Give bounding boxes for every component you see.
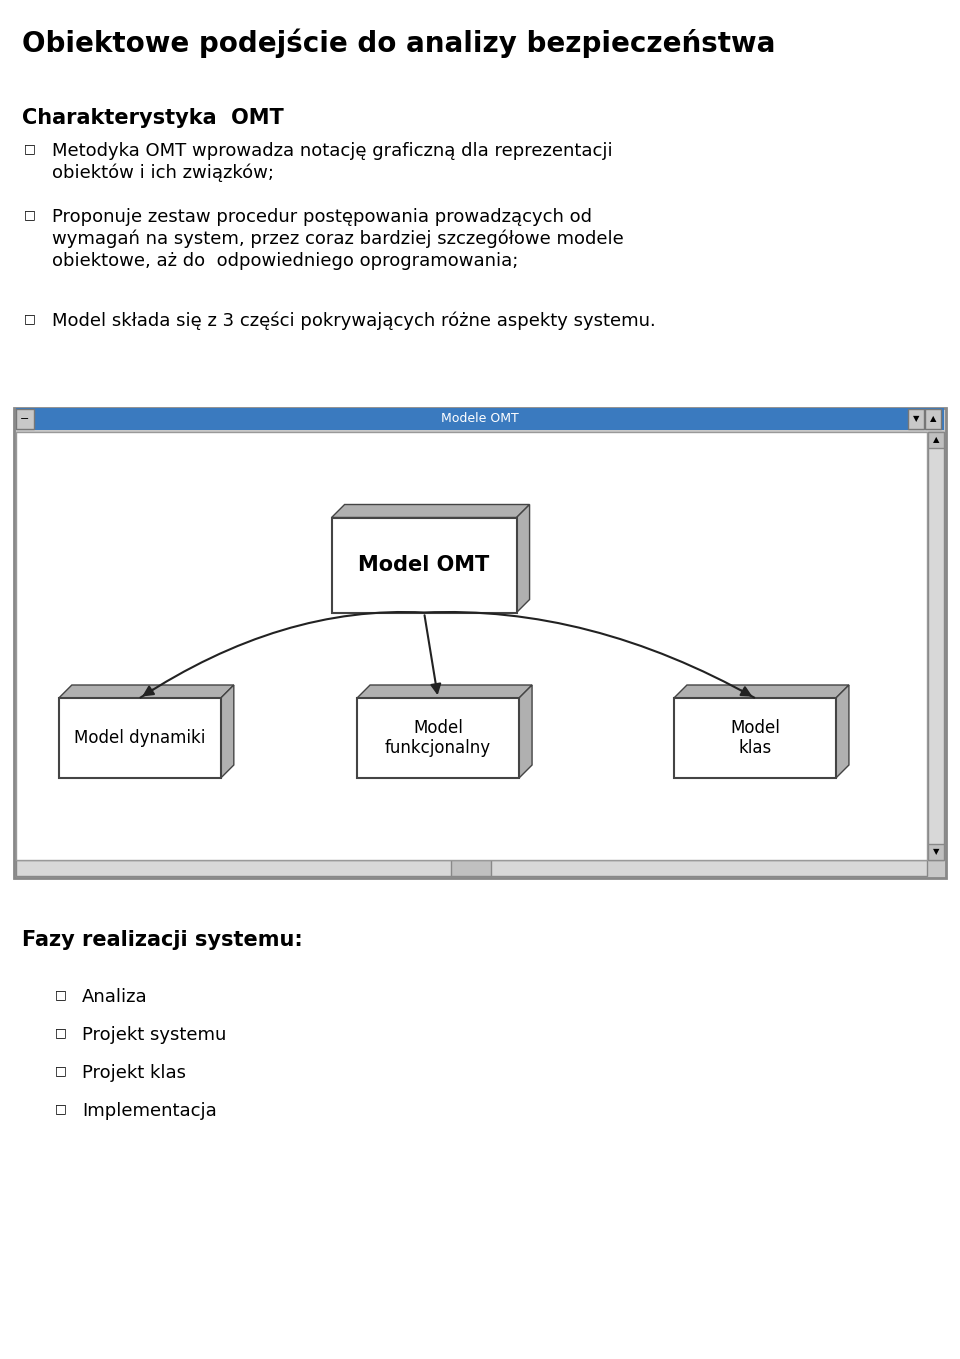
Bar [908,409,924,429]
Bar [928,844,944,860]
Text: Obiektowe podejście do analizy bezpieczeństwa: Obiektowe podejście do analizy bezpiecze… [22,29,776,57]
Text: ▼: ▼ [913,414,920,424]
Polygon shape [519,685,532,777]
Text: Metodyka OMT wprowadza notację graficzną dla reprezentacji: Metodyka OMT wprowadza notację graficzną… [52,141,612,160]
Text: □: □ [55,988,67,1002]
Text: Model
funkcjonalny: Model funkcjonalny [385,719,492,757]
Text: □: □ [24,141,36,155]
Text: wymagań na system, przez coraz bardziej szczegółowe modele: wymagań na system, przez coraz bardziej … [52,230,624,249]
Text: Model OMT: Model OMT [358,554,490,575]
Text: □: □ [55,1026,67,1040]
Bar [925,409,941,429]
Polygon shape [331,504,530,518]
Bar [16,860,927,877]
Bar [357,699,519,777]
Bar [16,432,927,860]
Text: Implementacja: Implementacja [82,1102,217,1120]
Bar [928,432,944,860]
Bar [16,408,944,429]
Text: Charakterystyka  OMT: Charakterystyka OMT [22,107,284,128]
Text: □: □ [55,1102,67,1114]
Text: Proponuje zestaw procedur postępowania prowadzących od: Proponuje zestaw procedur postępowania p… [52,208,592,226]
Bar [331,518,516,613]
Text: Model
klas: Model klas [730,719,780,757]
Text: Fazy realizacji systemu:: Fazy realizacji systemu: [22,930,302,950]
Polygon shape [674,685,849,699]
Text: Modele OMT: Modele OMT [442,413,518,425]
Bar [59,699,221,777]
Text: Analiza: Analiza [82,988,148,1006]
Polygon shape [357,685,532,699]
Polygon shape [221,685,234,777]
Text: obiektów i ich związków;: obiektów i ich związków; [52,164,274,182]
Polygon shape [836,685,849,777]
Text: Projekt systemu: Projekt systemu [82,1026,227,1044]
Text: Model dynamiki: Model dynamiki [74,728,205,747]
Polygon shape [59,685,234,699]
Text: □: □ [55,1064,67,1076]
Text: ▼: ▼ [933,848,939,856]
Bar [14,408,946,878]
Text: Projekt klas: Projekt klas [82,1064,186,1082]
Text: ▲: ▲ [929,414,936,424]
Text: □: □ [24,313,36,325]
Text: −: − [20,414,30,424]
Bar [928,432,944,448]
Text: obiektowe, aż do  odpowiedniego oprogramowania;: obiektowe, aż do odpowiedniego oprogramo… [52,251,518,270]
Polygon shape [516,504,530,613]
Text: □: □ [24,208,36,222]
Text: Model składa się z 3 części pokrywających różne aspekty systemu.: Model składa się z 3 części pokrywającyc… [52,313,656,330]
Text: ▲: ▲ [933,435,939,444]
Bar [451,860,491,877]
Bar [674,699,836,777]
Bar [16,409,34,429]
